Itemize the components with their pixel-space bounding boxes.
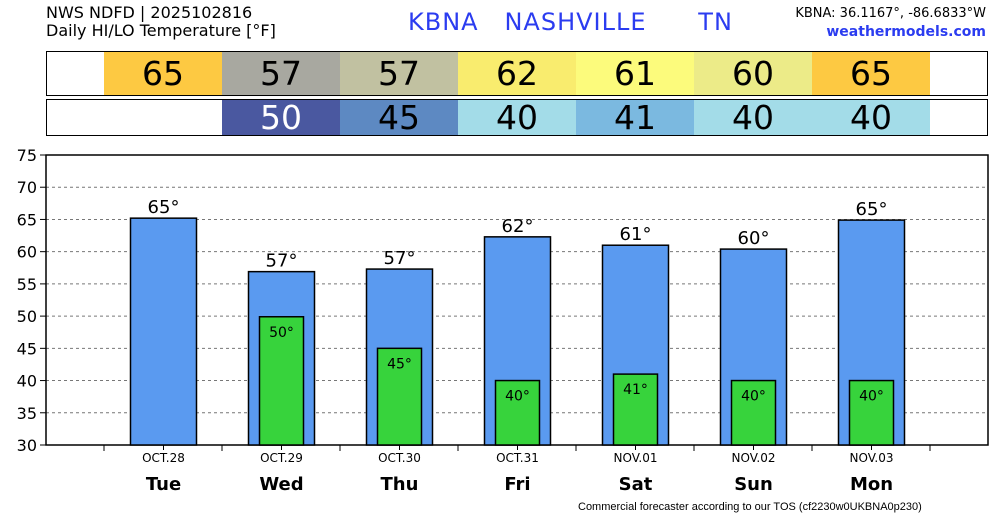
low-bar-label-5: 40°: [741, 389, 766, 405]
high-temperature-strip: 65 57 57 62 61 60 65: [46, 51, 988, 96]
high-bar-label-2: 57°: [384, 248, 416, 269]
low-bar-label-3: 40°: [505, 389, 530, 405]
site-link[interactable]: weathermodels.com: [826, 24, 986, 40]
date-label-3: OCT.31: [496, 451, 539, 465]
high-bar-label-4: 61°: [620, 224, 652, 245]
low-temp-cell-3: 40: [458, 98, 576, 137]
date-label-0: OCT.28: [142, 451, 185, 465]
ytick-label-30: 30: [17, 436, 37, 455]
source-label: NWS NDFD | 2025102816: [46, 3, 253, 22]
low-bar-5: [730, 379, 777, 446]
ytick-label-50: 50: [17, 307, 37, 326]
ytick-label-45: 45: [17, 339, 37, 358]
high-temp-cell-6: 65: [812, 52, 930, 95]
low-bar-label-1: 50°: [269, 325, 294, 341]
ytick-label-60: 60: [17, 243, 37, 262]
low-temp-cell-2: 45: [340, 98, 458, 137]
low-bar-label-2: 45°: [387, 356, 412, 372]
day-label-6: Mon: [850, 474, 893, 495]
day-label-4: Sat: [619, 474, 653, 495]
high-bar-label-0: 65°: [148, 197, 180, 218]
low-temperature-strip: 50 45 40 41 40 40: [46, 98, 988, 137]
ytick-label-70: 70: [17, 178, 37, 197]
high-bar-label-5: 60°: [738, 228, 770, 249]
high-temp-cell-5: 60: [694, 52, 812, 95]
chart-subtitle: Daily HI/LO Temperature [°F]: [46, 21, 276, 40]
low-bar-label-4: 41°: [623, 382, 648, 398]
low-bar-2: [376, 347, 423, 446]
high-bar-label-6: 65°: [856, 199, 888, 220]
high-temp-cell-1: 57: [222, 52, 340, 95]
day-label-1: Wed: [259, 474, 303, 495]
ytick-label-40: 40: [17, 372, 37, 391]
station-coords: KBNA: 36.1167°, -86.6833°W: [795, 6, 986, 21]
low-temp-cell-4: 41: [576, 98, 694, 137]
day-label-3: Fri: [504, 474, 530, 495]
date-label-5: NOV.02: [732, 451, 776, 465]
chart-header-left: NWS NDFD | 2025102816 Daily HI/LO Temper…: [46, 4, 276, 40]
day-label-5: Sun: [734, 474, 773, 495]
ytick-label-35: 35: [17, 404, 37, 423]
date-label-6: NOV.03: [850, 451, 894, 465]
low-bar-label-6: 40°: [859, 389, 884, 405]
ytick-label-55: 55: [17, 275, 37, 294]
day-label-0: Tue: [146, 474, 181, 495]
low-temp-cell-5: 40: [694, 98, 812, 137]
high-bar-label-3: 62°: [502, 216, 534, 237]
low-temp-cell-1: 50: [222, 98, 340, 137]
ytick-label-65: 65: [17, 210, 37, 229]
date-label-2: OCT.30: [378, 451, 421, 465]
chart-header-right: KBNA: 36.1167°, -86.6833°W weathermodels…: [795, 5, 986, 41]
low-bar-3: [494, 379, 541, 446]
high-temp-cell-3: 62: [458, 52, 576, 95]
high-bar-label-1: 57°: [266, 251, 298, 272]
footer-note: Commercial forecaster according to our T…: [578, 501, 922, 513]
low-bar-4: [612, 373, 659, 446]
day-label-2: Thu: [381, 474, 419, 495]
high-temp-cell-2: 57: [340, 52, 458, 95]
low-temp-cell-0: [104, 100, 222, 135]
high-temp-cell-4: 61: [576, 52, 694, 95]
high-bar-0: [129, 217, 198, 446]
high-temp-cell-0: 65: [104, 52, 222, 95]
date-label-4: NOV.01: [614, 451, 658, 465]
station-title: KBNA NASHVILLE TN: [408, 8, 733, 36]
date-label-1: OCT.29: [260, 451, 303, 465]
ytick-label-75: 75: [17, 146, 37, 165]
low-temp-cell-6: 40: [812, 98, 930, 137]
